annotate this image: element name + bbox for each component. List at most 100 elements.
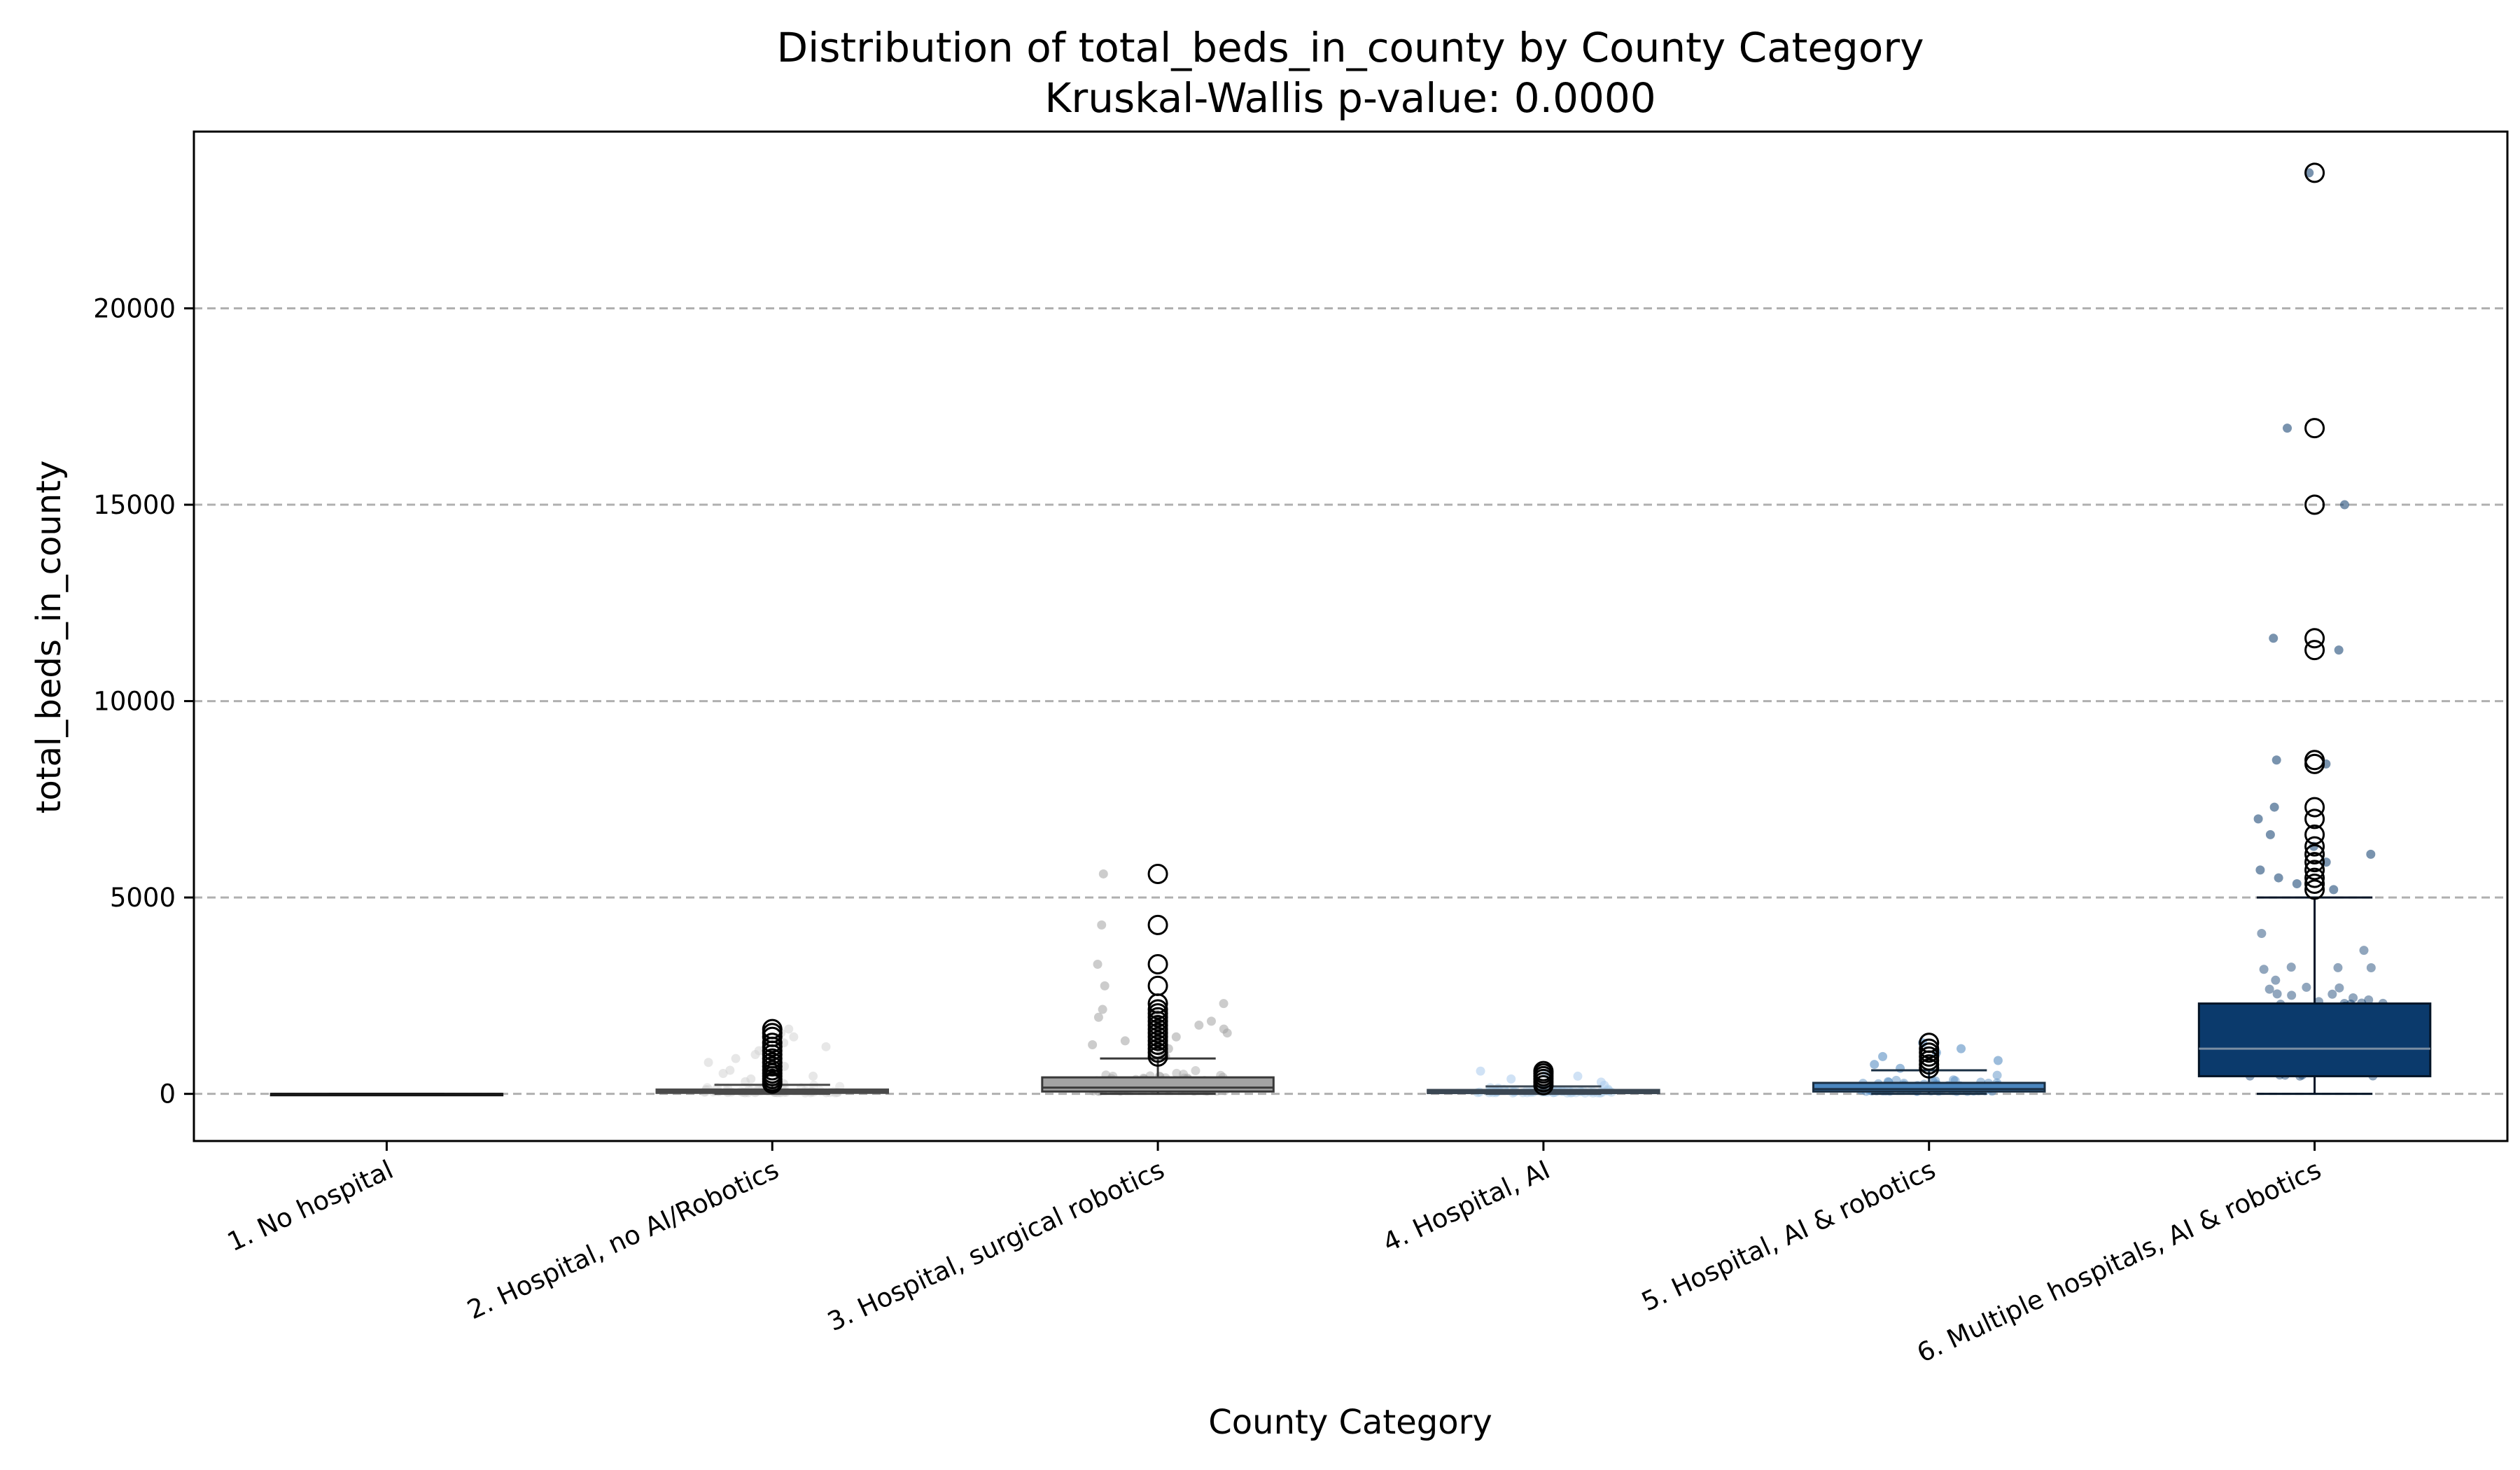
jitter-point — [2329, 885, 2339, 895]
outlier-marker — [2304, 162, 2325, 183]
outlier-marker — [1147, 975, 1168, 996]
outlier-markers — [762, 162, 2325, 1096]
plot-frame — [192, 130, 2509, 1142]
jitter-point — [1476, 1066, 1485, 1076]
outlier-marker — [1147, 954, 1168, 975]
jitter-point — [2272, 989, 2282, 999]
jitter-point — [2259, 965, 2269, 974]
outlier-marker — [1919, 1038, 1940, 1059]
outlier-marker — [2304, 418, 2325, 439]
iqr-box — [1812, 1082, 2046, 1093]
outlier-marker — [2304, 836, 2325, 857]
axes: 0 5000 10000 15000 20000 1. No hospital 2. Hos… — [93, 293, 2325, 1368]
jitter-point — [1120, 1036, 1130, 1046]
y-tick-label: 15000 — [93, 490, 176, 520]
x-axis-label: County Category — [1208, 1403, 1492, 1442]
chart-title: Distribution of total_beds_in_county by … — [776, 24, 1924, 71]
jitter-point — [2366, 963, 2376, 973]
y-axis-label: total_beds_in_county — [29, 461, 69, 814]
gridlines — [194, 307, 2507, 1096]
jitter-point — [821, 1042, 831, 1051]
outlier-marker — [2304, 852, 2325, 873]
outlier-marker — [2304, 797, 2325, 818]
jitter-point — [789, 1032, 799, 1042]
jitter-point — [2283, 424, 2292, 433]
jitter-point — [1093, 960, 1102, 969]
jitter-point — [2255, 865, 2265, 875]
x-tick-label: 4. Hospital, AI — [1378, 1154, 1555, 1258]
y-tick-label: 5000 — [110, 883, 176, 913]
outlier-marker — [2304, 873, 2325, 894]
outlier-marker — [762, 1018, 783, 1040]
jitter-point — [1207, 1016, 1217, 1026]
jitter-point — [2274, 873, 2283, 883]
jitter-point — [2334, 645, 2344, 655]
jitter-point — [2348, 993, 2358, 1003]
jitter-point — [725, 1065, 735, 1075]
jitter-point — [1171, 1032, 1181, 1042]
jitter-point — [2334, 983, 2344, 993]
outlier-marker — [1919, 1032, 1940, 1054]
jitter-point — [2339, 500, 2349, 510]
outlier-marker — [2304, 879, 2325, 900]
jitter-point — [1573, 1071, 1583, 1081]
jitter-point — [1093, 1012, 1103, 1022]
jitter-point — [704, 1058, 713, 1068]
boxes — [270, 896, 2432, 1097]
jitter-point — [718, 1068, 728, 1078]
jitter-point — [1219, 999, 1228, 1009]
jitter-point — [2366, 849, 2376, 859]
outlier-marker — [2304, 824, 2325, 845]
outlier-marker — [2304, 844, 2325, 864]
jitter-point — [1088, 1040, 1098, 1050]
jitter-point — [1100, 981, 1110, 990]
jitter-point — [808, 1071, 818, 1081]
outlier-marker — [2304, 628, 2325, 649]
outlier-marker — [2304, 750, 2325, 771]
x-tick-label: 3. Hospital, surgical robotics — [823, 1154, 1169, 1337]
jitter-point — [2333, 962, 2343, 972]
jitter-point — [1191, 1066, 1200, 1076]
jitter-point — [1172, 1068, 1182, 1078]
x-tick-label: 5. Hospital, AI & robotics — [1637, 1154, 1940, 1317]
jitter-point — [1098, 869, 1108, 878]
outlier-marker — [1147, 863, 1168, 884]
jitter-point — [2272, 755, 2281, 765]
outlier-marker — [1147, 914, 1168, 935]
jitter-point — [2286, 962, 2296, 972]
jitter-point — [1097, 920, 1107, 930]
outlier-marker — [2304, 860, 2325, 881]
outlier-marker — [2304, 494, 2325, 515]
jitter-point — [1878, 1051, 1888, 1061]
x-tick-label: 2. Hospital, no AI/Robotics — [463, 1154, 783, 1325]
jitter-point — [731, 1054, 741, 1063]
outlier-marker — [762, 1032, 783, 1054]
jitter-point — [2364, 995, 2374, 1004]
jitter-point — [2271, 975, 2281, 985]
jitter-point — [1896, 1063, 1905, 1073]
outlier-marker — [2304, 753, 2325, 774]
jitter-point — [1993, 1056, 2003, 1065]
outlier-marker — [2304, 808, 2325, 830]
jitter-point — [2264, 984, 2274, 994]
iqr-box — [1041, 1076, 1275, 1093]
jitter-point — [784, 1024, 794, 1034]
y-tick-label: 0 — [159, 1079, 176, 1110]
y-tick-label: 20000 — [93, 293, 176, 323]
jitter-point — [2257, 929, 2267, 939]
jitter-point — [2269, 634, 2278, 643]
jitter-point — [2302, 982, 2311, 992]
outlier-marker — [1147, 999, 1168, 1020]
outlier-marker — [2304, 640, 2325, 661]
jitter-point — [1098, 1004, 1107, 1014]
jitter-point — [1956, 1044, 1966, 1054]
jitter-point — [2253, 814, 2263, 824]
jitter-point — [2269, 802, 2279, 812]
jitter-point — [1219, 1024, 1228, 1034]
chart-subtitle: Kruskal-Wallis p-value: 0.0000 — [1044, 74, 1656, 122]
iqr-box — [2197, 1002, 2432, 1077]
jitter-point — [1194, 1020, 1204, 1030]
jitter-point — [1870, 1060, 1879, 1070]
x-tick-label: 6. Multiple hospitals, AI & robotics — [1912, 1154, 2325, 1368]
outlier-marker — [2304, 867, 2325, 888]
